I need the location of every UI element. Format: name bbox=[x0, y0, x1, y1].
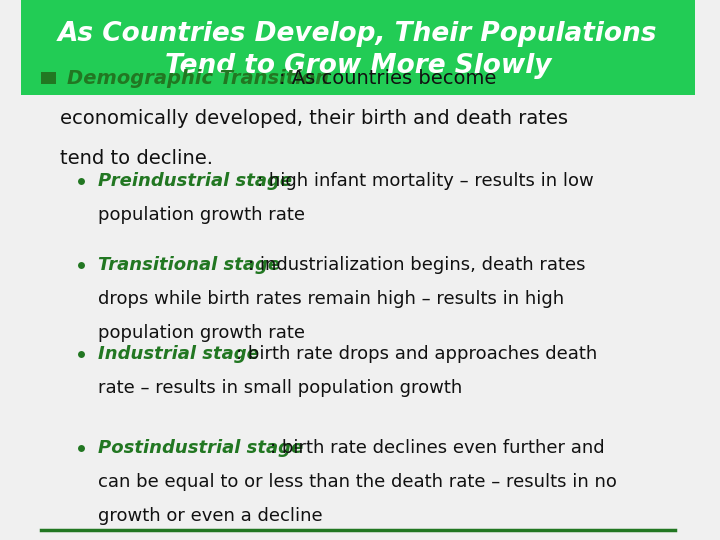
Bar bbox=[41, 72, 56, 84]
Text: : high infant mortality – results in low: : high infant mortality – results in low bbox=[257, 172, 593, 190]
Text: As Countries Develop, Their Populations: As Countries Develop, Their Populations bbox=[58, 21, 657, 47]
Text: tend to decline.: tend to decline. bbox=[60, 148, 213, 168]
Text: population growth rate: population growth rate bbox=[99, 323, 305, 342]
Text: economically developed, their birth and death rates: economically developed, their birth and … bbox=[60, 109, 568, 129]
Text: Transitional stage: Transitional stage bbox=[99, 255, 280, 274]
Text: Demographic Transition: Demographic Transition bbox=[66, 69, 328, 88]
Text: rate – results in small population growth: rate – results in small population growt… bbox=[99, 379, 462, 397]
Text: : As countries become: : As countries become bbox=[279, 69, 496, 88]
Text: : birth rate drops and approaches death: : birth rate drops and approaches death bbox=[236, 345, 598, 363]
Text: population growth rate: population growth rate bbox=[99, 206, 305, 224]
Text: Tend to Grow More Slowly: Tend to Grow More Slowly bbox=[165, 53, 551, 79]
Text: : industrialization begins, death rates: : industrialization begins, death rates bbox=[248, 255, 585, 274]
Text: can be equal to or less than the death rate – results in no: can be equal to or less than the death r… bbox=[99, 473, 617, 491]
Text: drops while birth rates remain high – results in high: drops while birth rates remain high – re… bbox=[99, 289, 564, 308]
Text: : birth rate declines even further and: : birth rate declines even further and bbox=[270, 439, 605, 457]
Text: growth or even a decline: growth or even a decline bbox=[99, 507, 323, 525]
FancyBboxPatch shape bbox=[21, 0, 695, 94]
Text: Industrial stage: Industrial stage bbox=[99, 345, 259, 363]
Text: Preindustrial stage: Preindustrial stage bbox=[99, 172, 292, 190]
Text: Postindustrial stage: Postindustrial stage bbox=[99, 439, 304, 457]
